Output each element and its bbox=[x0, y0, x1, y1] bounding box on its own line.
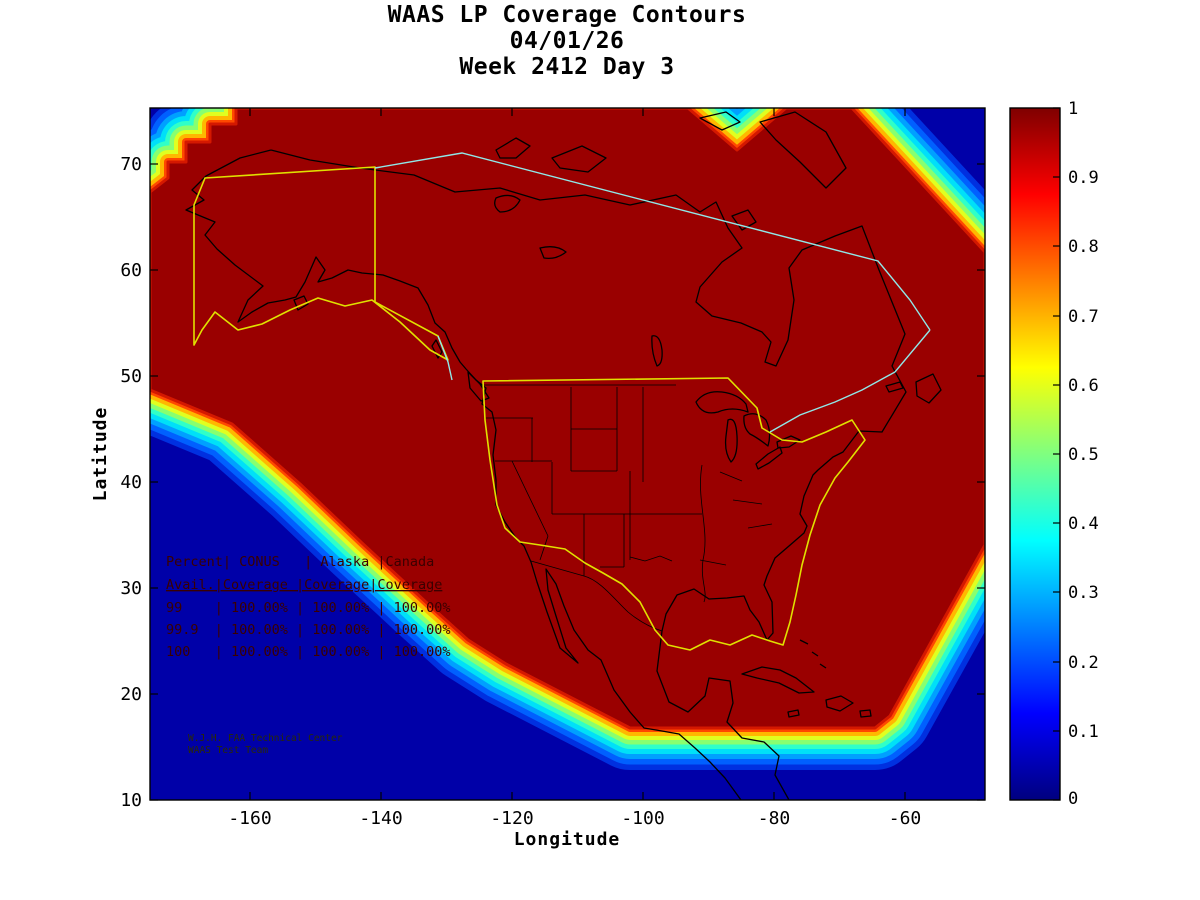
y-axis-title: Latitude bbox=[90, 407, 111, 502]
x-tick-label: -100 bbox=[621, 808, 664, 829]
y-tick-label: 20 bbox=[120, 684, 142, 705]
colorbar-tick-label: 0.4 bbox=[1068, 514, 1099, 534]
y-tick-label: 30 bbox=[120, 578, 142, 599]
colorbar-tick-label: 0.1 bbox=[1068, 722, 1099, 742]
coverage-table-row-99: 99 | 100.00% | 100.00% | 100.00% bbox=[166, 600, 450, 616]
y-tick-label: 10 bbox=[120, 790, 142, 811]
y-tick-label: 50 bbox=[120, 366, 142, 387]
x-tick-label: -60 bbox=[889, 808, 922, 829]
colorbar-labels: 1 0.9 0.8 0.7 0.6 0.5 0.4 0.3 0.2 0.1 0 bbox=[1068, 99, 1099, 809]
x-axis-labels: -160 -140 -120 -100 -80 -60 Longitude bbox=[228, 808, 921, 850]
colorbar-tick-label: 0.8 bbox=[1068, 237, 1099, 257]
x-tick-label: -80 bbox=[758, 808, 791, 829]
x-axis-tick-marks bbox=[249, 108, 906, 800]
colorbar-tick-label: 1 bbox=[1068, 99, 1078, 119]
y-tick-label: 70 bbox=[120, 154, 142, 175]
y-axis-labels: 70 60 50 40 30 20 10 Latitude bbox=[90, 154, 142, 811]
coverage-table-header-1: Percent| CONUS | Alaska |Canada bbox=[166, 554, 434, 570]
colorbar-tick-label: 0.5 bbox=[1068, 445, 1099, 465]
colorbar-tick-label: 0.6 bbox=[1068, 376, 1099, 396]
credit-line-1: W.J.H. FAA Technical Center bbox=[188, 733, 343, 744]
coverage-table-header-2: Avail.|Coverage |Coverage|Coverage bbox=[166, 577, 442, 593]
map-layers bbox=[185, 111, 942, 800]
colorbar-tick-label: 0.2 bbox=[1068, 653, 1099, 673]
x-tick-label: -140 bbox=[359, 808, 402, 829]
coverage-table-row-99-9: 99.9 | 100.00% | 100.00% | 100.00% bbox=[166, 622, 450, 638]
colorbar: 1 0.9 0.8 0.7 0.6 0.5 0.4 0.3 0.2 0.1 0 bbox=[1009, 99, 1099, 809]
plot-frame bbox=[149, 107, 986, 801]
plot-area: Percent| CONUS | Alaska |Canada Avail.|C… bbox=[149, 107, 986, 801]
credit-block: W.J.H. FAA Technical Center WAAS Test Te… bbox=[188, 733, 343, 756]
colorbar-tick-label: 0.3 bbox=[1068, 583, 1099, 603]
alaska-service-volume-outline bbox=[193, 166, 449, 361]
colorbar-gradient bbox=[1010, 108, 1060, 800]
coverage-table-row-100: 100 | 100.00% | 100.00% | 100.00% bbox=[166, 644, 450, 660]
great-lakes-outline bbox=[695, 391, 801, 470]
canada-boundary-line bbox=[374, 152, 931, 433]
x-tick-label: -120 bbox=[490, 808, 533, 829]
x-tick-label: -160 bbox=[228, 808, 271, 829]
colorbar-tick-label: 0.9 bbox=[1068, 168, 1099, 188]
colorbar-tick-marks bbox=[1053, 107, 1060, 801]
coastline-east-path bbox=[270, 149, 907, 800]
x-axis-title: Longitude bbox=[514, 829, 621, 850]
y-tick-label: 60 bbox=[120, 260, 142, 281]
chart-date: 04/01/26 bbox=[510, 28, 625, 54]
colorbar-tick-label: 0 bbox=[1068, 789, 1078, 809]
state-borders bbox=[483, 384, 773, 632]
coverage-table-overlay: Percent| CONUS | Alaska |Canada Avail.|C… bbox=[166, 554, 450, 660]
chart-week-day: Week 2412 Day 3 bbox=[459, 54, 674, 80]
y-axis-tick-marks bbox=[150, 163, 985, 801]
chart-title: WAAS LP Coverage Contours bbox=[388, 2, 747, 28]
islands-and-lakes-outline bbox=[293, 111, 942, 718]
y-tick-label: 40 bbox=[120, 472, 142, 493]
conus-service-volume-outline bbox=[482, 377, 866, 651]
title-block: WAAS LP Coverage Contours 04/01/26 Week … bbox=[388, 2, 747, 80]
colorbar-tick-label: 0.7 bbox=[1068, 307, 1099, 327]
credit-line-2: WAAS Test Team bbox=[188, 745, 268, 756]
